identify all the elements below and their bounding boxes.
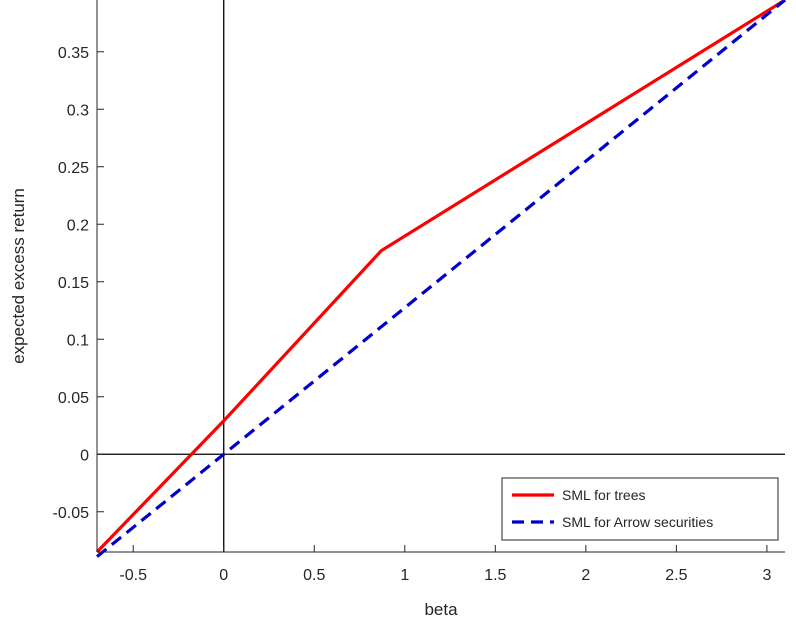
y-tick-label: 0.15 <box>58 275 89 292</box>
plot-area <box>97 0 785 552</box>
y-tick-label: 0.05 <box>58 390 89 407</box>
legend: SML for trees SML for Arrow securities <box>501 477 779 541</box>
x-axis-label: beta <box>424 600 458 619</box>
y-tick-label: 0 <box>80 447 89 464</box>
x-tick-label: 2 <box>581 567 590 584</box>
x-ticks: -0.5 0 0.5 1 1.5 2 2.5 3 <box>119 545 771 584</box>
y-tick-label: 0.35 <box>58 45 89 62</box>
legend-box <box>501 477 779 541</box>
y-tick-label: 0.1 <box>67 332 89 349</box>
legend-label-trees: SML for trees <box>562 487 646 503</box>
y-ticks: -0.05 0 0.05 0.1 0.15 0.2 0.25 0.3 0.35 <box>53 45 104 522</box>
legend-label-arrow-securities: SML for Arrow securities <box>562 514 713 530</box>
y-tick-label: -0.05 <box>53 505 90 522</box>
x-tick-label: -0.5 <box>119 567 147 584</box>
series-line-1 <box>95 0 787 558</box>
x-tick-label: 1.5 <box>484 567 506 584</box>
x-tick-label: 0 <box>219 567 228 584</box>
x-tick-label: 2.5 <box>665 567 687 584</box>
y-tick-label: 0.3 <box>67 102 89 119</box>
y-tick-label: 0.25 <box>58 160 89 177</box>
axes <box>96 0 785 553</box>
x-tick-label: 3 <box>762 567 771 584</box>
y-axis-label: expected excess return <box>9 188 28 364</box>
reference-lines <box>97 0 785 552</box>
series-layer <box>95 0 787 558</box>
series-line-0 <box>95 0 786 554</box>
x-tick-label: 0.5 <box>303 567 325 584</box>
x-tick-label: 1 <box>400 567 409 584</box>
y-tick-label: 0.2 <box>67 217 89 234</box>
